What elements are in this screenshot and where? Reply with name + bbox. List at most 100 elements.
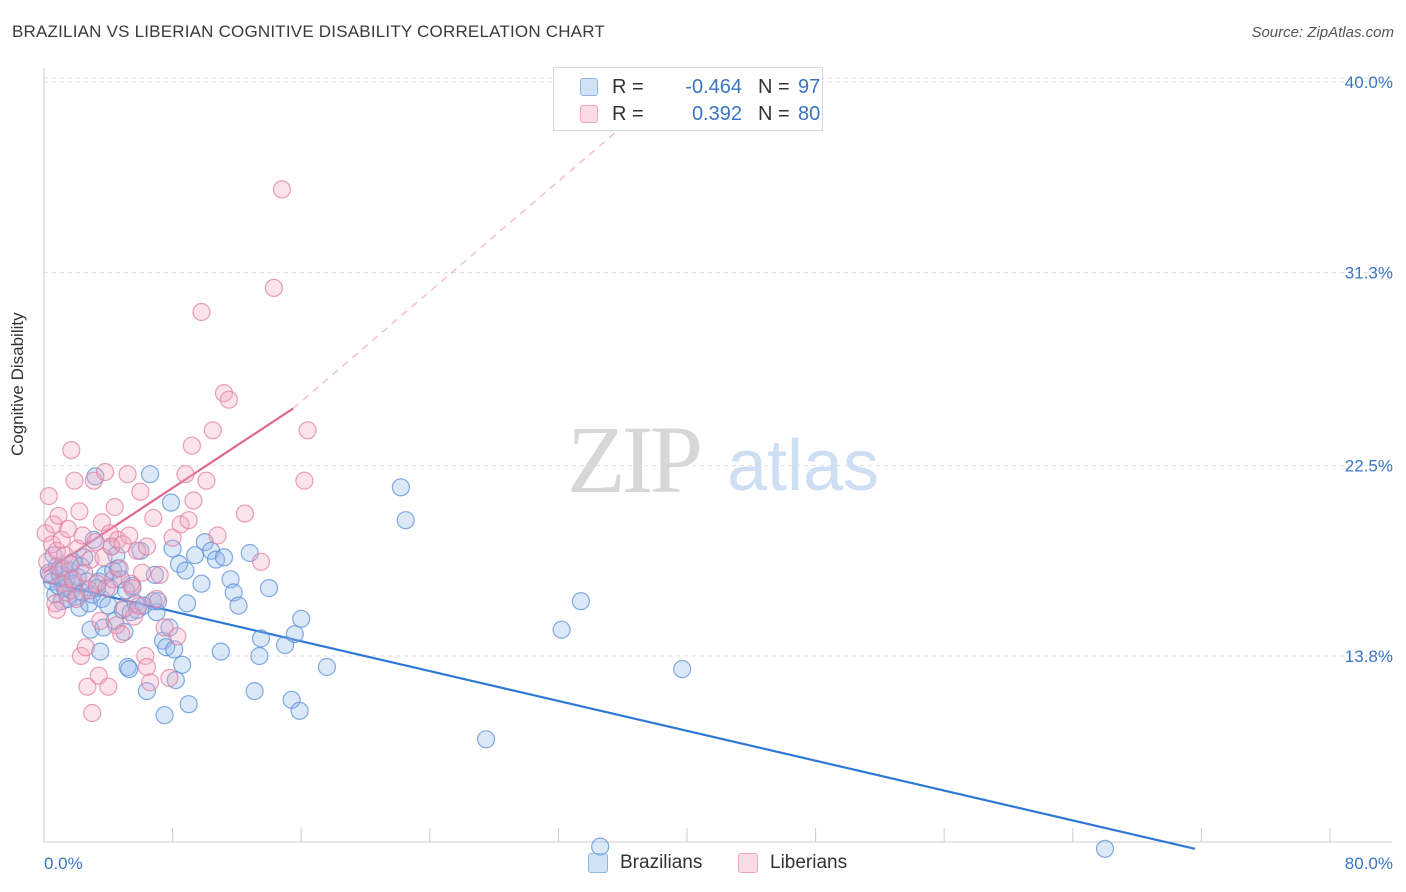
brazilians-point	[396, 511, 415, 530]
r-value: 0.392	[691, 103, 742, 125]
liberians-point	[251, 552, 271, 571]
liberians-point	[67, 589, 86, 609]
liberians-point	[137, 537, 156, 556]
y-tick-label: 13.8%	[1345, 647, 1393, 666]
liberians-point	[141, 673, 160, 692]
liberians-point	[155, 618, 174, 637]
liberians-point	[264, 278, 283, 297]
liberians-point	[128, 541, 147, 560]
watermark: ZIP atlas	[567, 406, 879, 513]
series-brazilians	[39, 465, 1115, 858]
correlation-legend: R = -0.464 N = 97 R = 0.392 N = 80	[553, 67, 823, 131]
brazilians-point	[391, 478, 410, 497]
brazilians-point	[229, 596, 248, 615]
r-value: -0.464	[685, 76, 742, 98]
n-label: N =	[758, 103, 790, 125]
brazilians-point	[161, 493, 181, 512]
brazilians-point	[591, 837, 610, 856]
liberians-point	[52, 530, 71, 550]
liberians-point	[208, 526, 227, 545]
liberians-point	[163, 528, 182, 547]
liberians-point	[110, 559, 129, 578]
liberians-point	[171, 515, 190, 534]
brazilians-point	[163, 539, 182, 558]
brazilians-point	[91, 642, 110, 661]
n-value: 97	[798, 76, 821, 98]
brazilians-point	[99, 596, 118, 615]
brazilians-point	[178, 594, 197, 613]
liberians-point	[160, 668, 179, 688]
liberians-point	[63, 570, 83, 589]
liberians-point	[103, 570, 123, 589]
liberians-point	[147, 589, 166, 609]
liberians-point	[272, 180, 291, 199]
brazilians-point	[477, 730, 496, 749]
liberians-point	[144, 508, 163, 528]
grid-layer	[44, 77, 1392, 657]
series-legend: Brazilians Liberians	[0, 852, 1406, 878]
liberians-point	[46, 594, 65, 613]
legend-label: Liberians	[770, 852, 848, 873]
brazilians-point	[290, 701, 309, 720]
brazilians-point	[317, 657, 336, 677]
liberians-point	[118, 465, 137, 484]
brazilians-point	[192, 574, 211, 593]
brazilians-point	[1095, 839, 1115, 858]
liberians-point	[192, 302, 211, 322]
brazilians-swatch	[580, 78, 598, 96]
brazilians-point	[251, 629, 271, 648]
brazilians-point	[155, 706, 174, 725]
liberians-point	[137, 657, 156, 677]
liberians-point	[133, 563, 152, 582]
liberians-point	[41, 565, 60, 585]
liberians-point	[105, 497, 124, 517]
brazilians-point	[292, 609, 311, 628]
brazilians-point	[176, 561, 195, 580]
liberians-point	[131, 482, 150, 501]
liberians-point	[76, 638, 95, 657]
liberians-point	[95, 462, 115, 482]
liberians-point	[184, 491, 203, 510]
liberians-point	[62, 441, 81, 460]
brazilians-point	[250, 646, 269, 666]
liberians-point	[112, 624, 131, 644]
liberians-point	[298, 421, 317, 440]
liberians-point	[47, 600, 67, 620]
brazilians-point	[211, 642, 230, 661]
liberians-swatch	[580, 105, 598, 123]
brazilians-point	[552, 620, 571, 639]
liberians-point	[70, 502, 89, 521]
liberians-point	[78, 677, 97, 696]
liberians-point	[123, 578, 142, 598]
tick-label-layer: 13.8% 22.5% 31.3% 40.0% 0.0% 80.0%	[44, 73, 1393, 873]
liberians-point	[49, 506, 68, 525]
liberians-point	[91, 611, 110, 631]
liberians-point	[295, 471, 314, 490]
liberians-swatch	[738, 853, 758, 873]
x-tick-label: 0.0%	[44, 854, 83, 873]
brazilians-point	[214, 548, 234, 567]
y-axis-label: Cognitive Disability	[8, 312, 27, 456]
liberians-point	[219, 390, 238, 409]
y-tick-label: 22.5%	[1345, 456, 1393, 475]
liberians-point	[176, 465, 195, 484]
watermark-atlas: atlas	[727, 426, 879, 506]
liberians-point	[65, 471, 84, 490]
liberians-point	[203, 421, 222, 440]
y-tick-label: 31.3%	[1345, 264, 1393, 283]
y-tick-label: 40.0%	[1345, 73, 1393, 92]
legend-label: Brazilians	[620, 852, 703, 873]
liberians-point	[71, 646, 91, 666]
liberians-point	[107, 616, 126, 635]
axis-layer	[43, 68, 1392, 843]
chart-title: BRAZILIAN VS LIBERIAN COGNITIVE DISABILI…	[12, 22, 605, 41]
series-liberians	[36, 180, 317, 723]
brazilians-point	[173, 655, 192, 674]
brazilians-point	[259, 578, 279, 598]
brazilians-point	[169, 554, 189, 574]
brazilians-point	[120, 659, 139, 679]
liberians-point	[235, 504, 254, 523]
point-layer	[36, 180, 1115, 858]
n-label: N =	[758, 76, 790, 98]
